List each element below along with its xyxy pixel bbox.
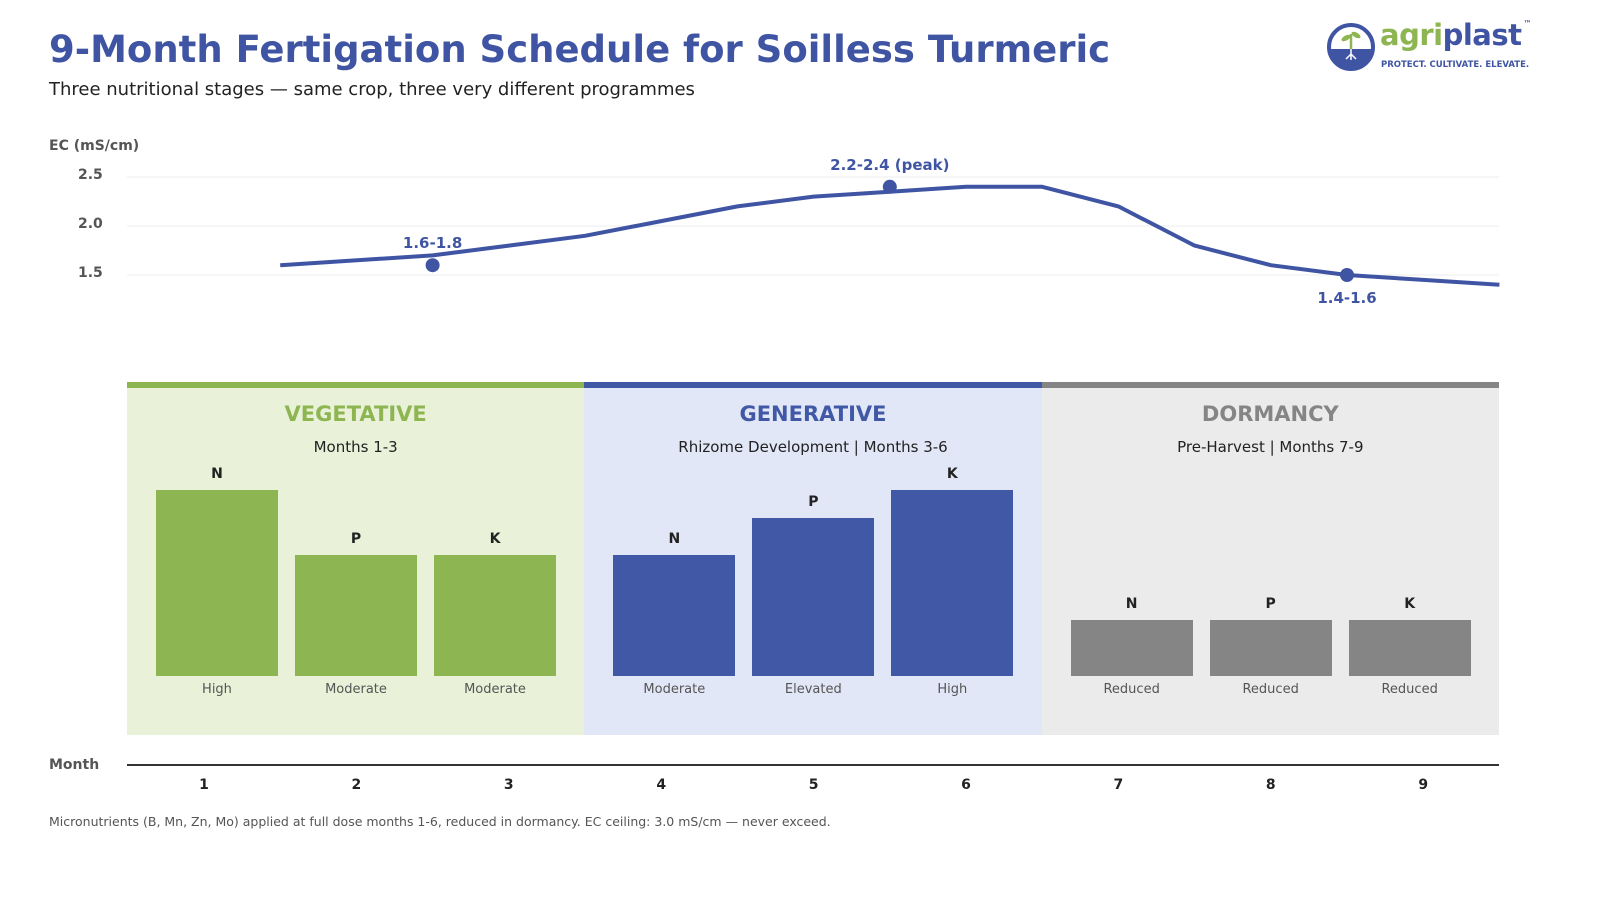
y-tick-label: 1.5: [78, 265, 103, 281]
logo-emblem-icon: [1327, 23, 1375, 71]
stage-panel-dormancy: DORMANCY Pre-Harvest | Months 7-9 N Redu…: [1041, 382, 1499, 735]
nutrient-label: N: [1125, 596, 1138, 613]
stage-subtitle: Months 1-3: [313, 438, 398, 456]
y-tick-label: 2.0: [78, 216, 103, 232]
stage-panel-vegetative: VEGETATIVE Months 1-3 N High P Moderate …: [127, 382, 585, 735]
nutrient-level: Moderate: [325, 682, 387, 697]
ec-annotation: 2.2-2.4 (peak): [830, 156, 949, 174]
logo-trademark: ™: [1523, 19, 1532, 28]
nutrient-level: Elevated: [784, 682, 842, 697]
ec-point: [1340, 268, 1354, 282]
nutrient-label: K: [946, 466, 958, 482]
page-title: 9-Month Fertigation Schedule for Soilles…: [49, 28, 1111, 71]
x-tick-label: 3: [503, 777, 514, 793]
x-tick-label: 7: [1113, 777, 1124, 793]
nutrient-label: K: [1404, 596, 1416, 613]
x-tick-label: 2: [351, 777, 362, 793]
x-tick-label: 8: [1265, 777, 1276, 793]
nutrient-bar-k: [1348, 620, 1471, 676]
nutrient-level: Moderate: [643, 682, 706, 697]
logo-wordmark-plast: plast: [1442, 18, 1522, 52]
nutrient-level: High: [202, 682, 232, 697]
nutrient-label: N: [668, 531, 681, 548]
nutrient-level: Reduced: [1103, 682, 1160, 697]
x-axis-label: Month: [49, 757, 100, 773]
stage-subtitle: Pre-Harvest | Months 7-9: [1177, 438, 1364, 456]
stage-panel-generative: GENERATIVE Rhizome Development | Months …: [584, 382, 1042, 735]
ec-point: [425, 258, 440, 273]
nutrient-level: Reduced: [1242, 682, 1299, 697]
nutrient-level: Moderate: [464, 682, 526, 697]
stage-title: DORMANCY: [1201, 402, 1339, 426]
nutrient-bar-k: [434, 555, 556, 676]
nutrient-label: N: [211, 466, 223, 482]
nutrient-bar-p: [752, 517, 875, 676]
nutrient-label: P: [1265, 596, 1276, 613]
x-tick-label: 6: [961, 777, 971, 793]
nutrient-label: P: [808, 493, 819, 510]
x-tick-label: 1: [199, 777, 209, 793]
y-tick-label: 2.5: [78, 167, 103, 183]
ec-annotation: 1.4-1.6: [1317, 289, 1376, 307]
stage-color-bar: [1041, 382, 1499, 388]
nutrient-bar-n: [613, 555, 736, 676]
page-subtitle: Three nutritional stages — same crop, th…: [49, 79, 695, 100]
y-axis-label: EC (mS/cm): [49, 138, 140, 154]
ec-annotation: 1.6-1.8: [403, 234, 462, 252]
nutrient-bar-n: [156, 490, 278, 676]
nutrient-bar-p: [295, 555, 417, 676]
ec-line-chart: 1.6-1.8 2.2-2.4 (peak) 1.4-1.6: [127, 156, 1500, 307]
logo-tagline: PROTECT. CULTIVATE. ELEVATE.: [1381, 60, 1530, 70]
stage-color-bar: [584, 382, 1042, 388]
footnote: Micronutrients (B, Mn, Zn, Mo) applied a…: [49, 814, 831, 829]
nutrient-bar-k: [891, 490, 1014, 676]
x-tick-label: 5: [808, 777, 819, 793]
nutrient-label: P: [350, 531, 362, 548]
logo-wordmark-agri: agri: [1380, 18, 1443, 52]
stage-title: GENERATIVE: [739, 402, 887, 426]
nutrient-bar-n: [1070, 620, 1193, 676]
nutrient-label: K: [489, 531, 501, 548]
nutrient-level: High: [937, 682, 968, 697]
x-axis-line: [127, 764, 1499, 766]
nutrient-bar-p: [1209, 620, 1332, 676]
ec-point: [882, 179, 897, 194]
agriplast-logo: agriplast ™ PROTECT. CULTIVATE. ELEVATE.: [1326, 18, 1596, 78]
stage-title: VEGETATIVE: [284, 402, 427, 426]
stage-color-bar: [127, 382, 585, 388]
logo-wordmark: agriplast ™: [1380, 18, 1531, 52]
ec-series-line: [280, 184, 1500, 287]
x-tick-label: 4: [656, 777, 667, 793]
nutrient-level: Reduced: [1381, 682, 1438, 697]
x-tick-label: 9: [1418, 777, 1429, 793]
stage-subtitle: Rhizome Development | Months 3-6: [678, 438, 948, 456]
